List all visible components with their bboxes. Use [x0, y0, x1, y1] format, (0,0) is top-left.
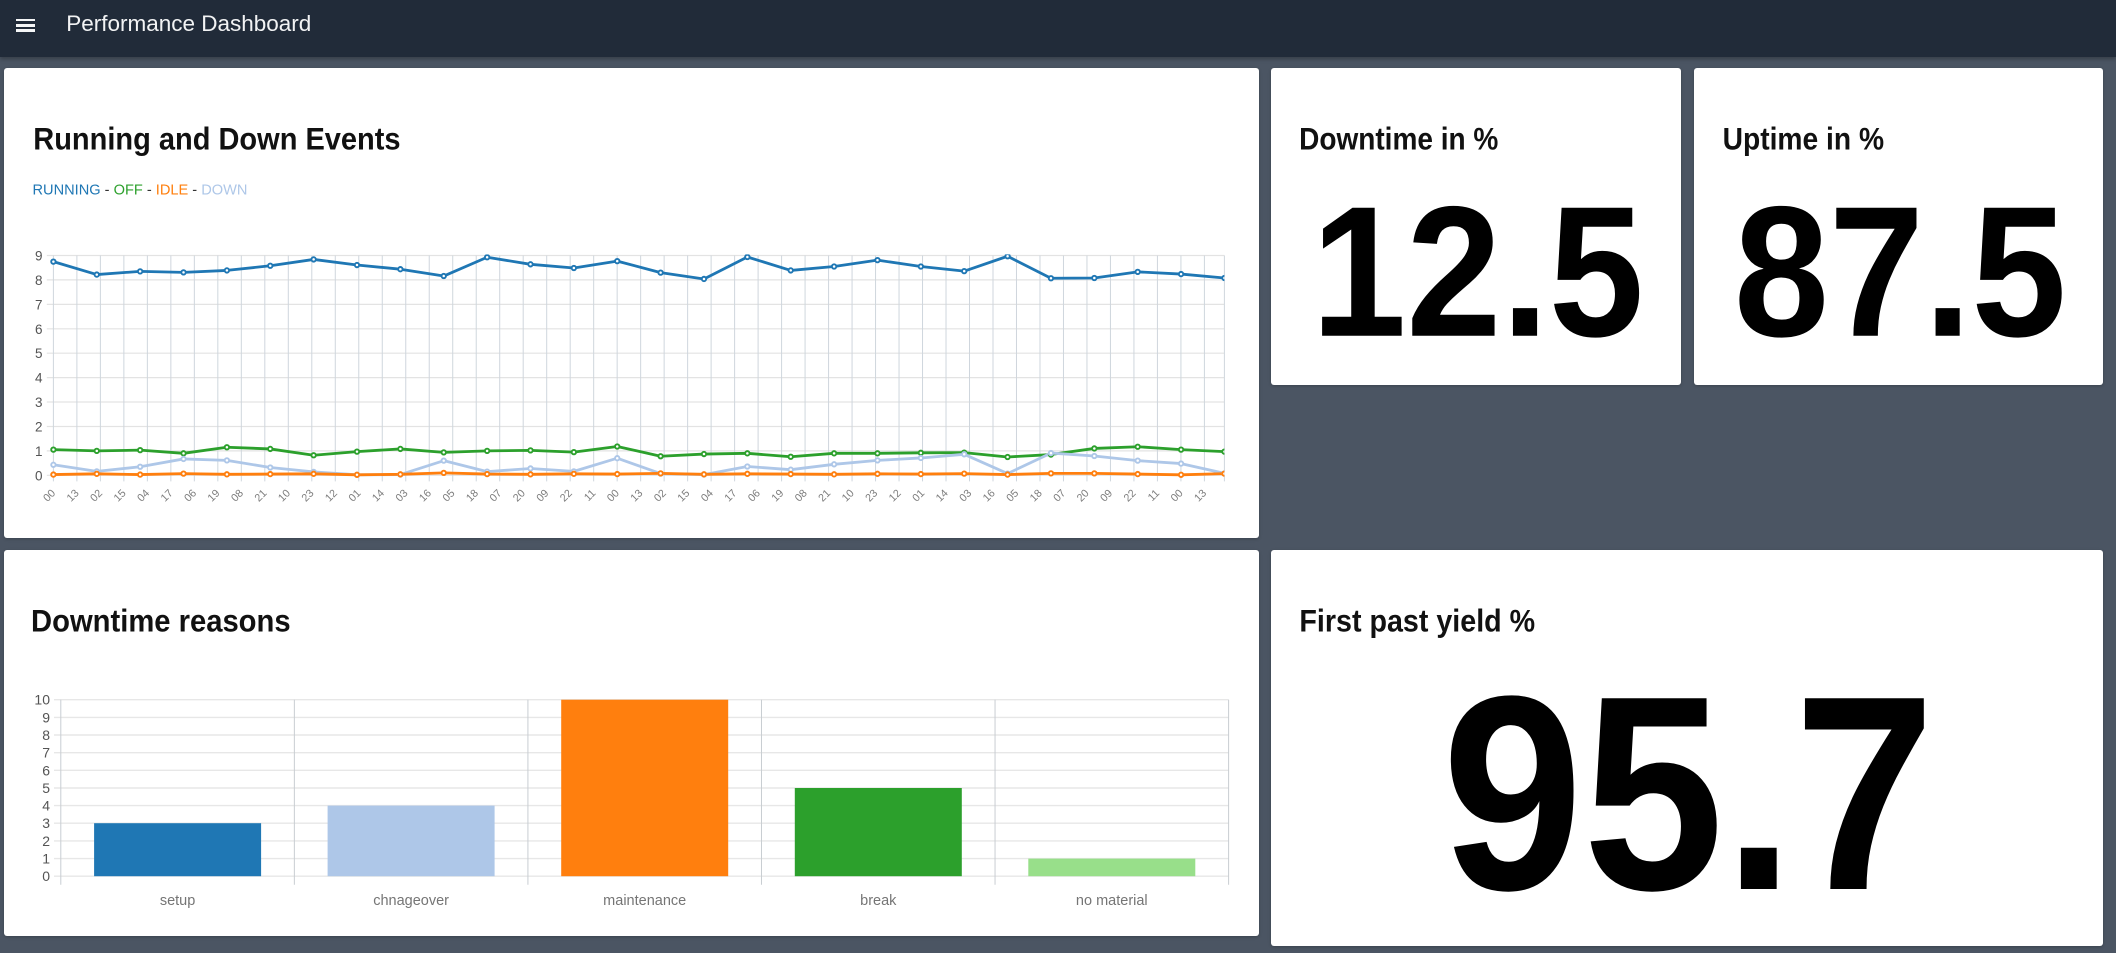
- svg-text:01: 01: [910, 487, 927, 504]
- svg-text:20: 20: [511, 487, 528, 504]
- svg-text:5: 5: [35, 346, 43, 361]
- svg-text:6: 6: [42, 762, 50, 778]
- svg-text:15: 15: [675, 487, 692, 504]
- svg-text:21: 21: [816, 487, 833, 504]
- svg-text:03: 03: [957, 487, 974, 504]
- svg-text:13: 13: [65, 487, 82, 504]
- svg-text:Running and Down Events: Running and Down Events: [33, 123, 400, 157]
- svg-text:23: 23: [863, 487, 880, 504]
- svg-text:3: 3: [35, 395, 43, 410]
- svg-text:08: 08: [229, 487, 246, 504]
- svg-text:18: 18: [464, 487, 481, 504]
- svg-text:00: 00: [41, 487, 58, 504]
- svg-text:17: 17: [722, 487, 739, 504]
- svg-text:2: 2: [42, 833, 50, 849]
- svg-text:06: 06: [182, 487, 199, 504]
- svg-text:8: 8: [35, 273, 43, 288]
- svg-text:08: 08: [793, 487, 810, 504]
- svg-text:RUNNING - OFF - IDLE - DOWN: RUNNING - OFF - IDLE - DOWN: [33, 182, 248, 198]
- svg-text:break: break: [860, 893, 897, 909]
- svg-text:2: 2: [35, 420, 43, 435]
- svg-text:10: 10: [276, 487, 293, 504]
- svg-text:04: 04: [699, 487, 716, 504]
- svg-text:Downtime in %: Downtime in %: [1299, 122, 1498, 157]
- svg-text:0: 0: [42, 868, 50, 884]
- svg-text:3: 3: [42, 815, 50, 831]
- svg-text:Uptime in %: Uptime in %: [1723, 122, 1884, 157]
- svg-text:9: 9: [42, 709, 50, 725]
- svg-text:22: 22: [1122, 487, 1139, 504]
- svg-text:02: 02: [88, 487, 105, 504]
- svg-text:4: 4: [35, 371, 43, 386]
- svg-text:04: 04: [135, 487, 152, 504]
- svg-text:14: 14: [370, 487, 387, 504]
- svg-text:0: 0: [35, 468, 43, 483]
- svg-text:16: 16: [981, 487, 998, 504]
- svg-text:87.5: 87.5: [1734, 167, 2066, 375]
- svg-text:13: 13: [628, 487, 645, 504]
- svg-text:8: 8: [42, 727, 50, 743]
- svg-text:12: 12: [887, 487, 904, 504]
- svg-text:95.7: 95.7: [1442, 639, 1935, 948]
- svg-text:setup: setup: [160, 893, 195, 909]
- svg-text:22: 22: [558, 487, 575, 504]
- svg-text:15: 15: [112, 487, 129, 504]
- svg-text:Performance Dashboard: Performance Dashboard: [66, 11, 311, 36]
- svg-text:19: 19: [206, 487, 223, 504]
- svg-text:7: 7: [35, 297, 43, 312]
- svg-text:18: 18: [1028, 487, 1045, 504]
- svg-text:19: 19: [769, 487, 786, 504]
- svg-text:00: 00: [1169, 487, 1186, 504]
- svg-text:06: 06: [746, 487, 763, 504]
- svg-text:05: 05: [1004, 487, 1021, 504]
- svg-text:12: 12: [323, 487, 340, 504]
- svg-text:17: 17: [159, 487, 176, 504]
- svg-text:1: 1: [35, 444, 43, 459]
- svg-text:1: 1: [42, 851, 50, 867]
- svg-text:14: 14: [934, 487, 951, 504]
- svg-text:02: 02: [652, 487, 669, 504]
- svg-text:11: 11: [582, 487, 598, 503]
- svg-text:07: 07: [487, 487, 504, 504]
- svg-text:00: 00: [605, 487, 622, 504]
- svg-text:9: 9: [35, 249, 43, 264]
- svg-text:09: 09: [1098, 487, 1115, 504]
- svg-text:5: 5: [42, 780, 50, 796]
- svg-text:01: 01: [347, 487, 364, 504]
- svg-text:03: 03: [393, 487, 410, 504]
- svg-text:7: 7: [42, 745, 50, 761]
- svg-text:Downtime reasons: Downtime reasons: [31, 605, 291, 639]
- svg-text:4: 4: [42, 798, 50, 814]
- svg-text:no material: no material: [1076, 893, 1148, 909]
- svg-text:07: 07: [1051, 487, 1068, 504]
- svg-text:maintenance: maintenance: [603, 893, 686, 909]
- svg-text:05: 05: [440, 487, 457, 504]
- svg-text:09: 09: [534, 487, 551, 504]
- svg-text:First past yield %: First past yield %: [1299, 604, 1535, 639]
- svg-text:16: 16: [417, 487, 434, 504]
- svg-text:6: 6: [35, 322, 43, 337]
- svg-text:21: 21: [253, 487, 270, 504]
- svg-text:10: 10: [34, 692, 50, 708]
- svg-text:12.5: 12.5: [1311, 167, 1643, 375]
- svg-text:23: 23: [300, 487, 317, 504]
- svg-text:13: 13: [1192, 487, 1209, 504]
- svg-text:20: 20: [1075, 487, 1092, 504]
- svg-text:11: 11: [1146, 487, 1162, 503]
- svg-text:chnageover: chnageover: [373, 893, 449, 909]
- svg-text:10: 10: [840, 487, 857, 504]
